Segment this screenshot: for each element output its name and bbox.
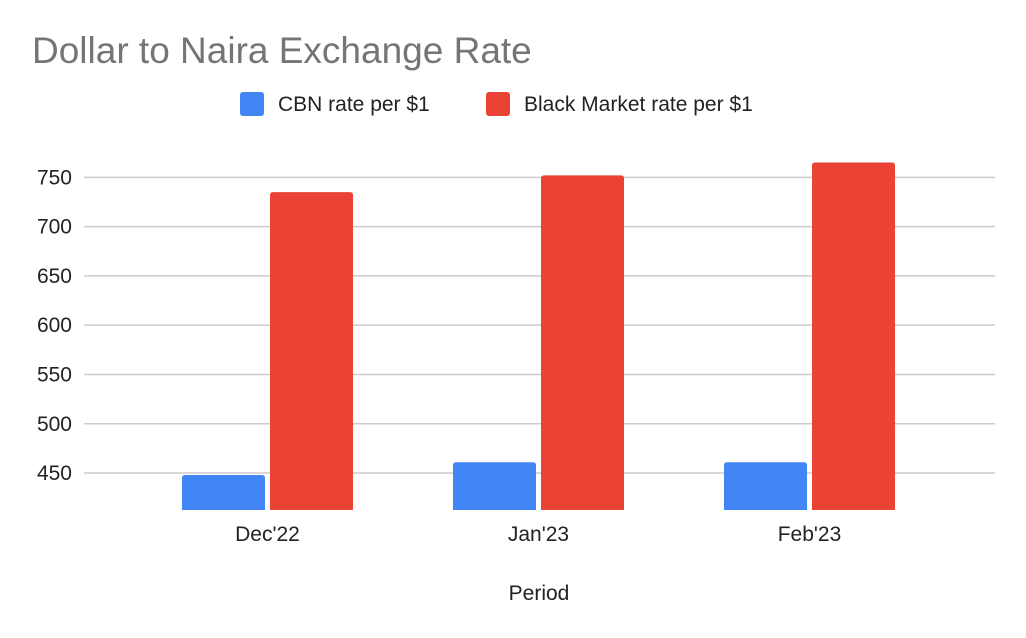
bars xyxy=(182,162,895,511)
bar-black-market-2 xyxy=(812,162,895,511)
legend-swatch xyxy=(240,92,264,116)
x-tick-label: Feb'23 xyxy=(778,523,842,546)
y-tick-label: 600 xyxy=(37,314,72,337)
bar-cbn-0 xyxy=(182,475,265,510)
bar-cbn-1 xyxy=(453,462,536,510)
y-tick-label: 650 xyxy=(37,265,72,288)
x-axis-tick-labels: Dec'22 Jan'23 Feb'23 xyxy=(235,523,841,546)
y-tick-label: 550 xyxy=(37,363,72,386)
chart-title: Dollar to Naira Exchange Rate xyxy=(32,30,532,71)
legend: CBN rate per $1 Black Market rate per $1 xyxy=(240,92,753,116)
x-tick-label: Dec'22 xyxy=(235,523,300,546)
legend-label: CBN rate per $1 xyxy=(278,93,430,116)
bar-cbn-2 xyxy=(724,462,807,510)
y-tick-label: 500 xyxy=(37,413,72,436)
bar-black-market-0 xyxy=(270,192,353,510)
gridlines xyxy=(84,176,995,474)
y-tick-label: 700 xyxy=(37,216,72,239)
legend-label: Black Market rate per $1 xyxy=(524,93,753,116)
x-axis-title: Period xyxy=(509,582,570,605)
bar-black-market-1 xyxy=(541,175,624,510)
y-tick-label: 750 xyxy=(37,166,72,189)
y-axis-tick-labels: 450 500 550 600 650 700 750 xyxy=(37,166,72,485)
legend-swatch xyxy=(486,92,510,116)
x-tick-label: Jan'23 xyxy=(508,523,569,546)
y-tick-label: 450 xyxy=(37,462,72,485)
